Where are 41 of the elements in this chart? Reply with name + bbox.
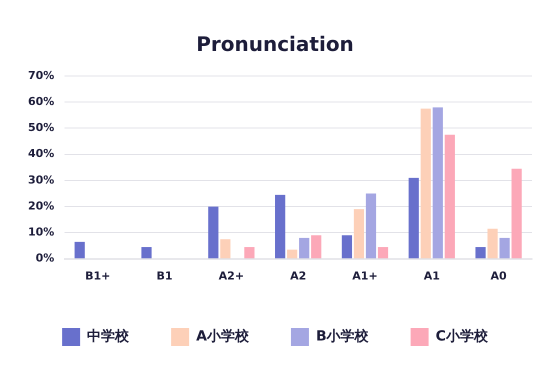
y-tick-label: 20% <box>28 199 54 212</box>
bar <box>299 238 310 258</box>
bar <box>444 134 455 258</box>
bar <box>287 250 298 258</box>
bar <box>354 209 364 258</box>
y-tick-label: 40% <box>28 147 54 160</box>
y-tick-label: 50% <box>28 121 54 134</box>
y-tick-label: 70% <box>28 68 54 82</box>
bar <box>311 235 322 258</box>
x-tick-label: A0 <box>490 269 508 282</box>
legend-label: A小学校 <box>196 328 250 345</box>
bar <box>141 247 152 258</box>
bar <box>275 194 286 258</box>
y-tick-label: 10% <box>28 226 54 239</box>
y-tick-label: 60% <box>28 94 54 108</box>
x-tick-label: A2+ <box>218 269 244 282</box>
x-tick-label: A1+ <box>352 269 378 282</box>
bar <box>512 168 522 258</box>
bar <box>220 239 230 258</box>
bar <box>366 194 376 258</box>
bar <box>408 178 419 258</box>
bar <box>487 228 498 258</box>
y-tick-label: 30% <box>28 173 54 186</box>
bar <box>499 238 510 258</box>
bar <box>208 206 218 258</box>
legend-label: B小学校 <box>316 328 370 345</box>
x-tick-label: B1+ <box>85 269 110 282</box>
bar <box>342 235 352 258</box>
x-tick-label: A1 <box>424 269 440 282</box>
bar <box>420 108 431 258</box>
bar <box>378 247 388 258</box>
y-tick-label: 0% <box>36 252 54 265</box>
bar <box>432 107 443 258</box>
bar <box>475 247 486 258</box>
chart-title: Pronunciation <box>196 32 354 56</box>
bar <box>244 247 255 258</box>
x-tick-label: B1 <box>156 269 173 282</box>
legend-label: C小学校 <box>436 328 489 345</box>
x-tick-label: A2 <box>290 269 306 282</box>
legend-label: 中学校 <box>87 328 130 345</box>
bar <box>74 242 85 258</box>
